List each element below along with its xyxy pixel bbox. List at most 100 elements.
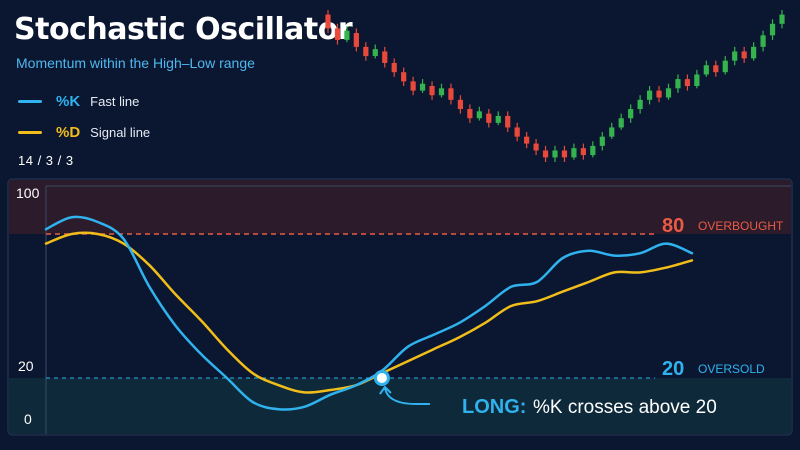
candle-body	[353, 33, 359, 47]
oversold-zone	[9, 378, 791, 434]
candle-body	[419, 83, 426, 91]
candle-body	[722, 60, 728, 73]
y-tick-label-20: 20	[18, 358, 34, 374]
candle-body	[713, 65, 719, 73]
candlestick	[684, 74, 691, 91]
candlestick	[410, 76, 416, 96]
candlestick	[429, 81, 435, 100]
candlestick	[769, 19, 776, 40]
candlestick	[628, 104, 634, 123]
candlestick	[391, 58, 397, 77]
legend-swatch-d	[18, 131, 42, 134]
candlestick	[514, 122, 520, 142]
candlestick	[372, 44, 378, 59]
candlestick	[646, 86, 653, 105]
candle-body	[363, 46, 369, 57]
candlestick	[732, 46, 738, 66]
price-candlestick-chart	[325, 10, 785, 162]
candlestick	[505, 111, 511, 133]
candle-body	[609, 127, 615, 137]
candlestick	[438, 83, 445, 98]
candlestick	[760, 30, 766, 52]
oversold-value-label: 20	[662, 358, 684, 380]
candlestick	[637, 95, 643, 114]
candle-body	[732, 51, 738, 61]
candle-body	[524, 136, 530, 144]
candle-body	[769, 23, 776, 36]
candle-body	[533, 143, 539, 151]
annotation-arrow	[379, 385, 430, 405]
candle-body	[599, 136, 605, 146]
candlestick	[363, 42, 369, 61]
legend-desc-k: Fast line	[90, 94, 140, 109]
candlestick	[561, 145, 568, 162]
candlestick	[344, 26, 350, 43]
candlestick	[618, 113, 624, 130]
candlestick	[486, 109, 492, 128]
candle-body	[325, 14, 331, 29]
candle-body	[391, 62, 397, 73]
candlestick	[533, 138, 539, 156]
candlestick	[722, 56, 728, 75]
candle-body	[372, 49, 378, 57]
candlestick	[713, 60, 719, 77]
indicator-params: 14 / 3 / 3	[18, 153, 74, 168]
panel-frame	[7, 178, 793, 436]
candlestick	[779, 10, 785, 29]
chart-subtitle: Momentum within the High–Low range	[16, 55, 255, 71]
candlestick	[571, 143, 577, 160]
legend-label-d: %D	[56, 124, 81, 141]
candlestick	[694, 69, 700, 89]
candlestick	[419, 79, 426, 93]
candlestick	[590, 141, 596, 158]
candlestick	[467, 104, 473, 123]
candlestick	[665, 83, 672, 100]
candlestick	[476, 106, 482, 121]
candlestick	[334, 23, 341, 45]
candle-body	[344, 30, 350, 40]
overbought-zone	[9, 180, 791, 234]
signal-point	[373, 370, 390, 386]
legend-item-d: %D Signal line	[18, 124, 150, 141]
candle-body	[514, 127, 520, 137]
candlestick	[353, 28, 359, 52]
candle-body	[665, 88, 672, 98]
candlestick	[609, 122, 615, 139]
candlestick	[382, 46, 388, 68]
candle-body	[590, 145, 596, 156]
series-k-line	[44, 215, 694, 411]
candle-body	[467, 109, 473, 119]
oversold-text-label: OVERSOLD	[698, 362, 765, 376]
candle-body	[760, 35, 766, 47]
candle-body	[646, 90, 653, 100]
candle-body	[656, 90, 662, 98]
series-d-line	[44, 231, 694, 394]
candlestick	[703, 60, 709, 77]
candle-body	[694, 74, 700, 86]
candlestick	[656, 86, 662, 103]
candlestick	[552, 145, 558, 162]
overbought-text-label: OVERBOUGHT	[698, 219, 784, 233]
candle-body	[401, 72, 407, 82]
candlestick	[542, 145, 549, 162]
candle-body	[334, 28, 341, 40]
y-tick-label-100: 100	[16, 185, 40, 201]
legend-desc-d: Signal line	[90, 125, 151, 140]
candle-body	[410, 81, 416, 91]
legend-item-k: %K Fast line	[18, 93, 139, 110]
candle-body	[542, 150, 549, 158]
candle-body	[741, 51, 747, 59]
candlestick	[325, 10, 331, 34]
candle-body	[457, 99, 464, 110]
candlestick	[599, 132, 605, 151]
candle-body	[628, 109, 634, 119]
overbought-value-label: 80	[662, 215, 684, 237]
annotation-text: %K crosses above 20	[533, 397, 717, 418]
legend-swatch-k	[18, 100, 42, 103]
candle-body	[779, 14, 785, 24]
candlestick	[495, 111, 501, 126]
candle-body	[505, 115, 511, 128]
annotation-title: LONG:	[462, 396, 526, 418]
candlestick	[401, 67, 407, 86]
candle-body	[751, 46, 757, 59]
